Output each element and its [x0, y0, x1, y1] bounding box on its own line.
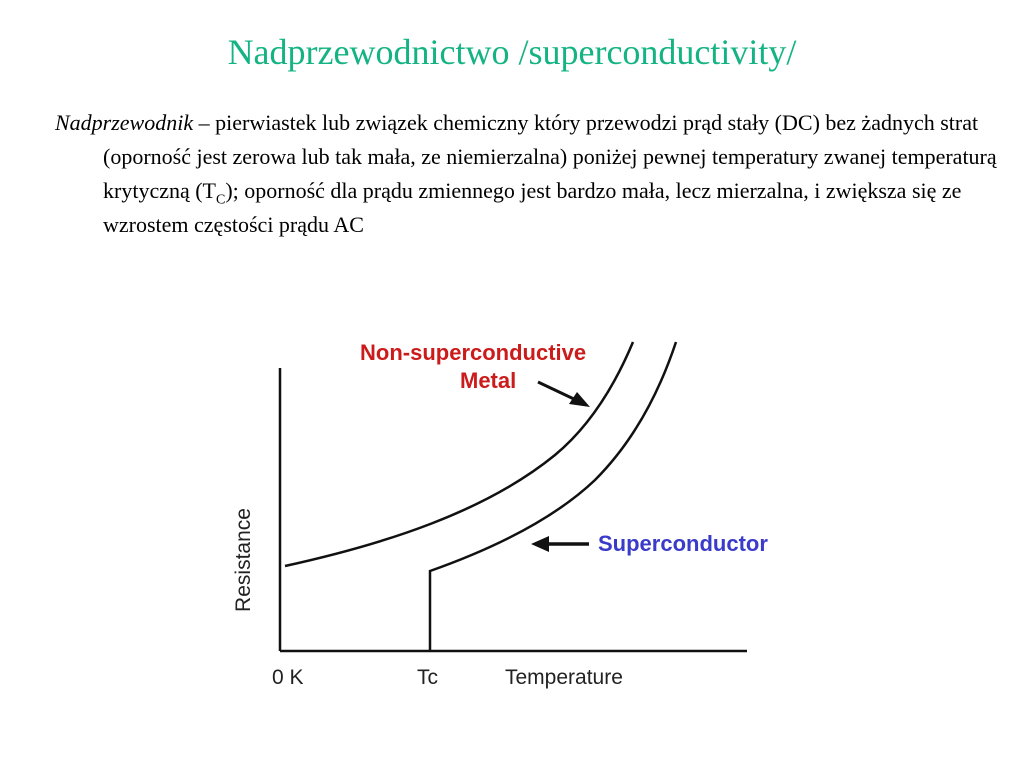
definition-term: Nadprzewodnik: [55, 110, 194, 135]
definition-paragraph: Nadprzewodnik – pierwiastek lub związek …: [55, 106, 1024, 242]
metal-label-line1: Non-superconductive: [360, 340, 586, 365]
diagram-svg: Non-superconductive Metal Superconductor…: [232, 340, 768, 689]
definition-body-end: ); oporność dla prądu zmiennego jest bar…: [103, 178, 962, 237]
metal-label-line2: Metal: [460, 368, 516, 393]
slide-title: Nadprzewodnictwo /superconductivity/: [227, 32, 797, 72]
critical-temperature-subscript: C: [216, 192, 226, 208]
x-tc-label: Tc: [417, 666, 438, 689]
superconductor-label: Superconductor: [598, 531, 768, 556]
x-axis-label: Temperature: [505, 666, 623, 689]
definition-body: – pierwiastek lub związek chemiczny któr…: [103, 110, 997, 203]
superconductor-curve: [428, 341, 678, 651]
superconductor-arrow: [531, 536, 589, 552]
metal-arrow: [537, 380, 590, 407]
y-axis-label: Resistance: [232, 508, 255, 612]
metal-curve: [284, 341, 635, 568]
x-origin-label: 0 K: [272, 666, 304, 689]
resistance-temperature-diagram: Non-superconductive Metal Superconductor…: [225, 330, 805, 700]
